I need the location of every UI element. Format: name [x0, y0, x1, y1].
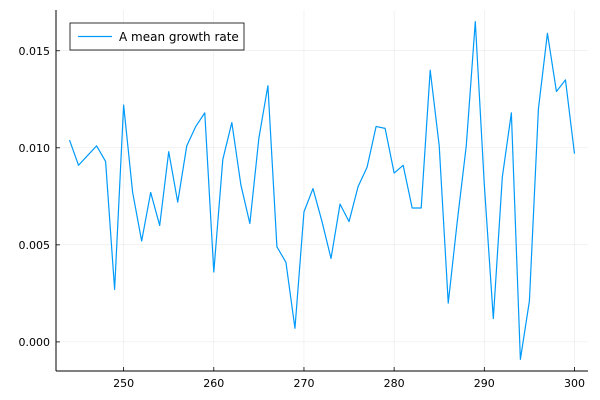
y-tick-label: 0.010: [19, 142, 51, 155]
tick-labels: 250 260 270 280 290 300 0.000 0.005 0.010 0.015: [19, 45, 585, 390]
legend-label: A mean growth rate: [119, 30, 239, 44]
legend: A mean growth rate: [69, 22, 245, 51]
x-tick-label: 280: [384, 377, 405, 390]
x-tick-label: 290: [474, 377, 495, 390]
y-tick-label: 0.000: [19, 336, 51, 349]
x-tick-label: 250: [113, 377, 134, 390]
x-tick-label: 260: [203, 377, 224, 390]
x-tick-label: 300: [564, 377, 585, 390]
y-tick-label: 0.005: [19, 239, 51, 252]
y-tick-label: 0.015: [19, 45, 51, 58]
axes: [55, 10, 588, 372]
series-group: [68, 21, 576, 360]
x-tick-label: 270: [293, 377, 314, 390]
series-line: [68, 21, 576, 360]
